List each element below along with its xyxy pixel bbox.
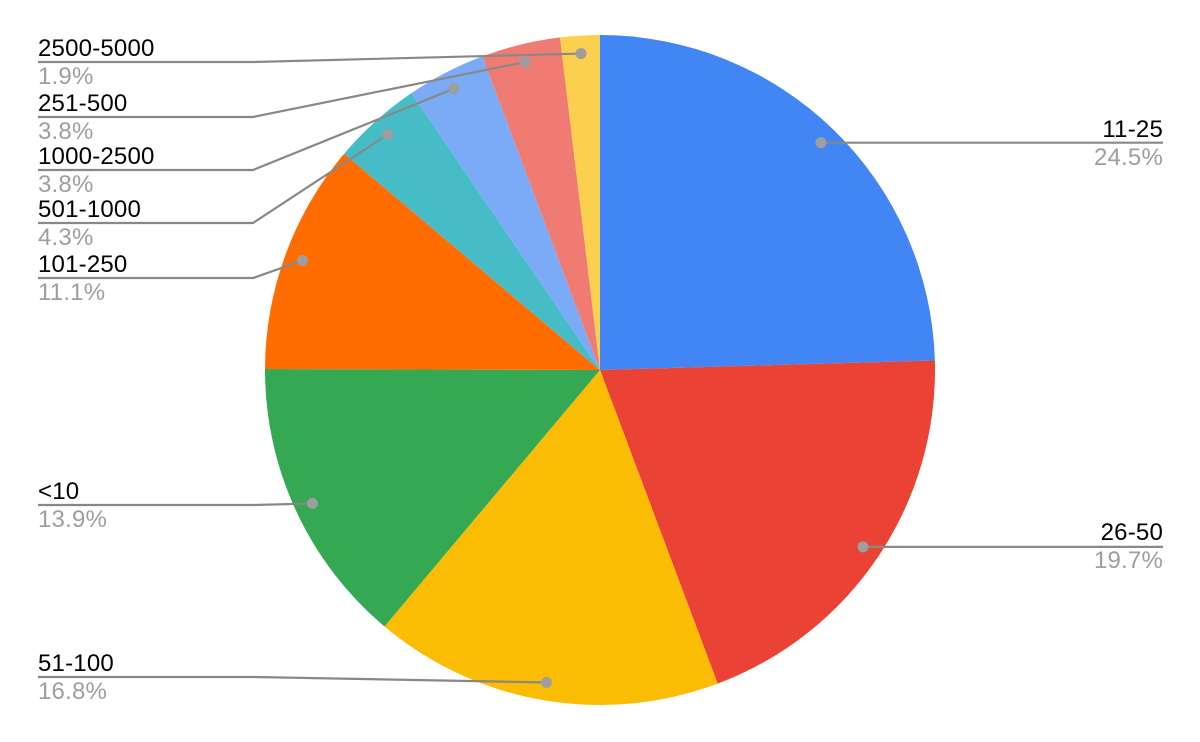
callout-dot-1000-2500 bbox=[448, 83, 460, 95]
slice-percent: 13.9% bbox=[38, 506, 108, 533]
slice-label: 26-50 bbox=[1100, 518, 1163, 546]
slice-label: <10 bbox=[38, 478, 80, 505]
slice-label: 11-25 bbox=[1102, 115, 1163, 143]
callout-501-1000: 501-1000 4.3% bbox=[38, 197, 141, 251]
callout-101-250: 101-250 11.1% bbox=[38, 252, 127, 306]
callout-line-501-1000 bbox=[38, 133, 389, 225]
callout-dot-101-250 bbox=[297, 255, 308, 267]
slice-label: 1000-2500 bbox=[38, 143, 155, 170]
slice-label: 101-250 bbox=[38, 251, 128, 278]
pie-slice-1000-2500[interactable] bbox=[411, 56, 600, 371]
callout-lt10: <10 13.9% bbox=[38, 479, 107, 533]
callout-dot-26-50 bbox=[857, 541, 869, 553]
callout-2500-5000: 2500-5000 1.9% bbox=[38, 36, 155, 90]
slice-label: 2500-5000 bbox=[38, 35, 155, 62]
slice-percent: 16.8% bbox=[38, 678, 108, 705]
slice-percent: 11.1% bbox=[38, 279, 106, 306]
pie-slice-26-50[interactable] bbox=[600, 360, 936, 684]
callout-line-1000-2500 bbox=[38, 87, 455, 172]
slice-label: 51-100 bbox=[38, 650, 114, 677]
pie-slice-251-500[interactable] bbox=[482, 37, 600, 370]
callout-line-lt10 bbox=[38, 502, 313, 507]
pie-slice-501-1000[interactable] bbox=[344, 93, 600, 371]
callout-dot-lt10 bbox=[306, 497, 318, 509]
slice-label: 251-500 bbox=[38, 90, 128, 117]
slice-label: 501-1000 bbox=[38, 196, 142, 223]
callout-11-25: 11-25 24.5% bbox=[1093, 115, 1163, 171]
slice-percent: 3.8% bbox=[38, 171, 94, 198]
callout-51-100: 51-100 16.8% bbox=[38, 651, 114, 705]
callout-26-50: 26-50 19.7% bbox=[1093, 518, 1163, 574]
callout-251-500: 251-500 3.8% bbox=[38, 91, 127, 145]
pie-slice-2500-5000[interactable] bbox=[560, 34, 600, 370]
slice-percent: 1.9% bbox=[38, 63, 94, 90]
pie-slice-11-25[interactable] bbox=[600, 35, 935, 370]
callout-dot-251-500 bbox=[519, 56, 531, 68]
slice-percent: 4.3% bbox=[38, 224, 94, 251]
slice-percent: 3.8% bbox=[38, 118, 94, 145]
callout-line-2500-5000 bbox=[38, 52, 582, 64]
callout-line-251-500 bbox=[38, 60, 526, 119]
pie-slice-101-250[interactable] bbox=[265, 153, 600, 370]
callout-dot-51-100 bbox=[540, 676, 552, 688]
callout-dot-2500-5000 bbox=[575, 48, 587, 60]
pie-slice-51-100[interactable] bbox=[384, 370, 718, 705]
slice-percent: 24.5% bbox=[1093, 143, 1163, 171]
callout-1000-2500: 1000-2500 3.8% bbox=[38, 144, 155, 198]
callout-dot-501-1000 bbox=[382, 129, 394, 141]
callout-line-101-250 bbox=[38, 259, 303, 280]
pie-slice-lt10[interactable] bbox=[264, 368, 600, 627]
callout-dot-11-25 bbox=[815, 137, 827, 149]
callout-line-51-100 bbox=[38, 675, 547, 684]
slice-percent: 19.7% bbox=[1093, 546, 1163, 574]
